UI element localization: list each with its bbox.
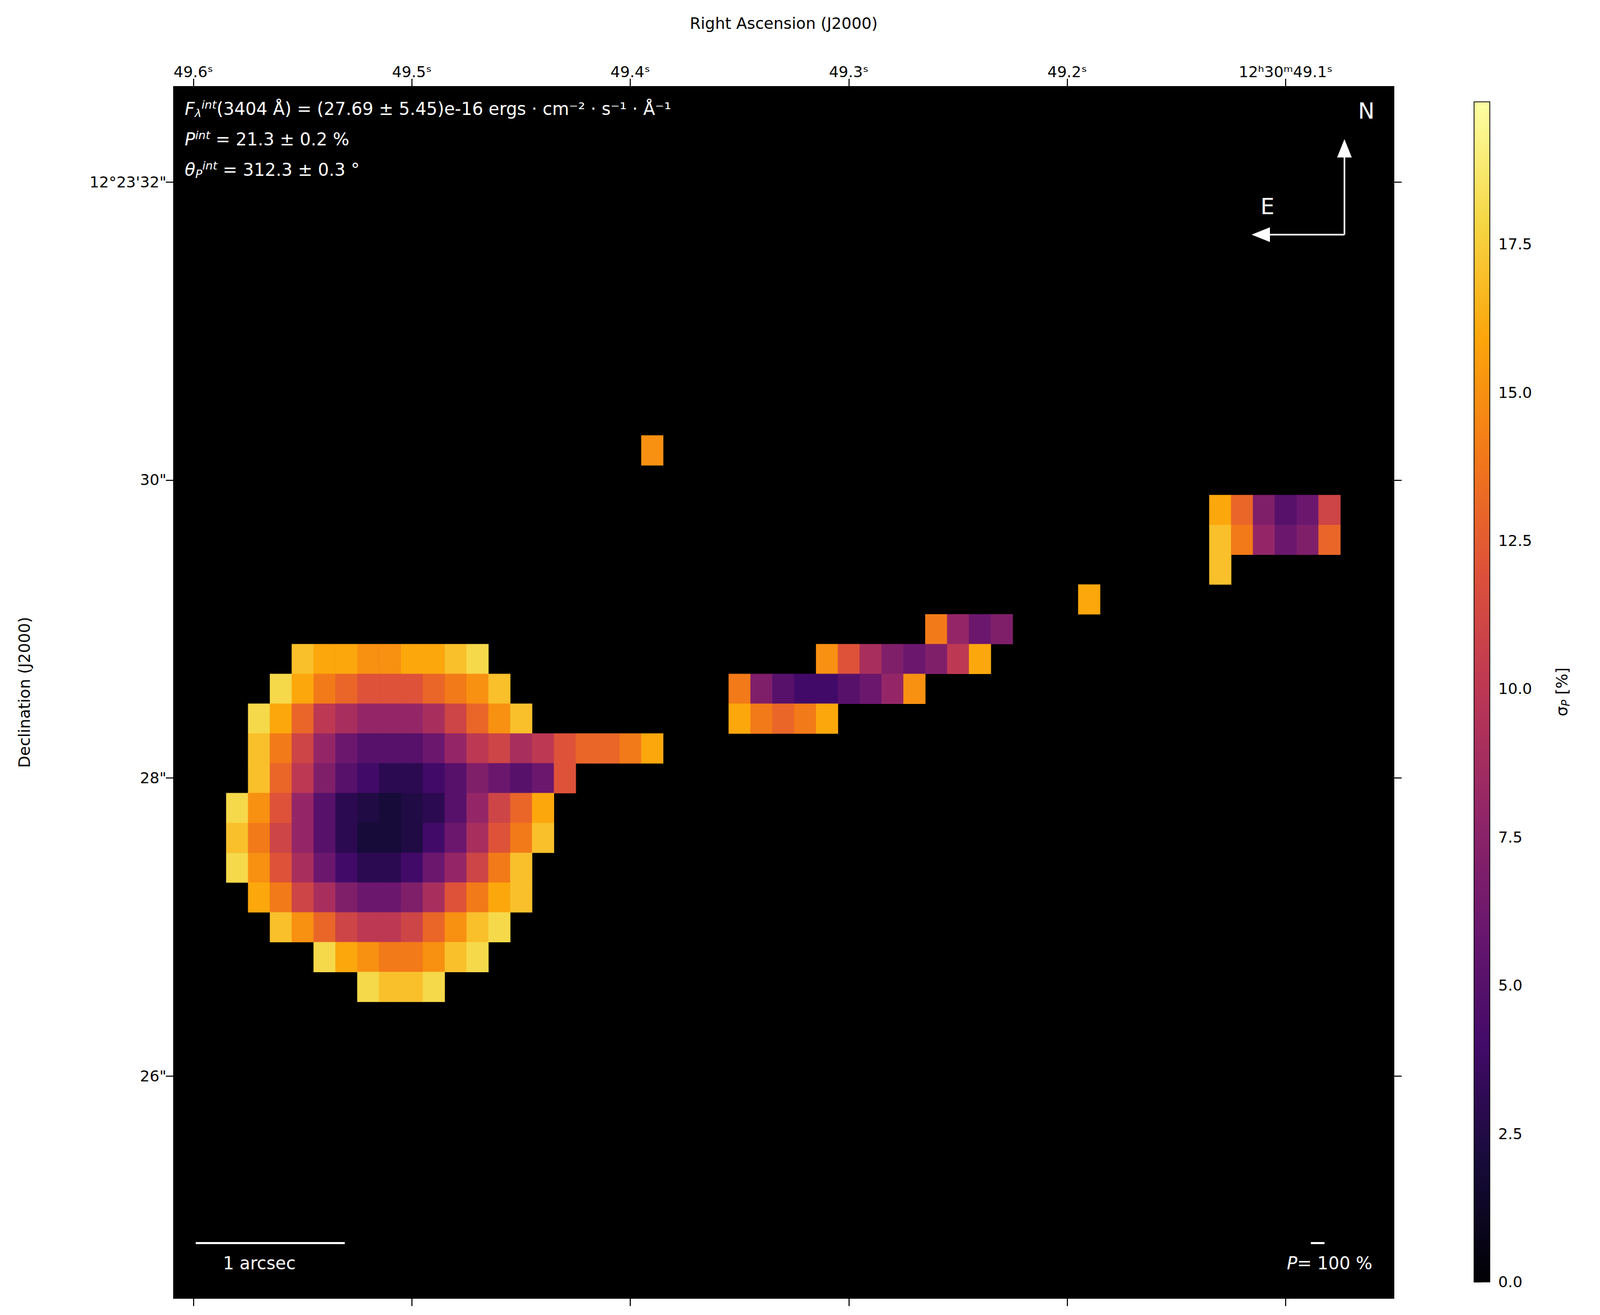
- svg-text:7.5: 7.5: [1498, 828, 1523, 846]
- svg-text:E: E: [1260, 193, 1275, 220]
- svg-text:12ʰ30ᵐ49.1ˢ: 12ʰ30ᵐ49.1ˢ: [1238, 62, 1333, 81]
- svg-text:int: int: [202, 159, 218, 173]
- svg-text:int: int: [195, 128, 211, 142]
- svg-text:12°23'32": 12°23'32": [89, 173, 167, 192]
- svg-text:15.0: 15.0: [1498, 383, 1533, 402]
- svg-text:σ: σ: [1552, 706, 1572, 717]
- svg-text:49.2ˢ: 49.2ˢ: [1047, 62, 1087, 81]
- svg-text:θ: θ: [184, 159, 196, 180]
- svg-text:[%]: [%]: [1552, 666, 1572, 699]
- svg-text:= 21.3 ± 0.2 %: = 21.3 ± 0.2 %: [210, 129, 350, 150]
- svg-text:= 312.3 ± 0.3 °: = 312.3 ± 0.3 °: [217, 159, 360, 180]
- svg-text:17.5: 17.5: [1498, 235, 1533, 253]
- svg-text:Right Ascension (J2000): Right Ascension (J2000): [689, 14, 878, 33]
- svg-text:P: P: [195, 167, 203, 181]
- svg-text:28": 28": [140, 768, 167, 787]
- svg-text:30": 30": [140, 470, 167, 489]
- svg-text:F: F: [184, 98, 196, 120]
- svg-text:1 arcsec: 1 arcsec: [223, 1252, 296, 1274]
- svg-text:int: int: [201, 98, 218, 112]
- svg-text:= 100 %: = 100 %: [1297, 1252, 1373, 1274]
- svg-text:P: P: [184, 129, 196, 150]
- svg-text:(3404 Å) = (27.69 ± 5.45)e-16: (3404 Å) = (27.69 ± 5.45)e-16 ergs · cm⁻…: [216, 98, 672, 120]
- svg-text:5.0: 5.0: [1498, 976, 1523, 994]
- svg-text:10.0: 10.0: [1498, 679, 1533, 698]
- svg-text:λ: λ: [194, 106, 202, 120]
- svg-text:P: P: [1559, 699, 1573, 707]
- svg-text:49.5ˢ: 49.5ˢ: [391, 62, 432, 81]
- svg-text:P: P: [1286, 1252, 1298, 1274]
- svg-text:0.0: 0.0: [1498, 1272, 1523, 1291]
- svg-text:49.4ˢ: 49.4ˢ: [610, 62, 650, 81]
- svg-text:26": 26": [140, 1066, 167, 1085]
- svg-text:49.3ˢ: 49.3ˢ: [829, 62, 869, 81]
- svg-text:2.5: 2.5: [1498, 1124, 1523, 1143]
- svg-text:N: N: [1358, 98, 1375, 124]
- svg-text:Declination (J2000): Declination (J2000): [15, 616, 34, 768]
- svg-text:49.6ˢ: 49.6ˢ: [173, 62, 214, 81]
- svg-text:12.5: 12.5: [1498, 531, 1533, 550]
